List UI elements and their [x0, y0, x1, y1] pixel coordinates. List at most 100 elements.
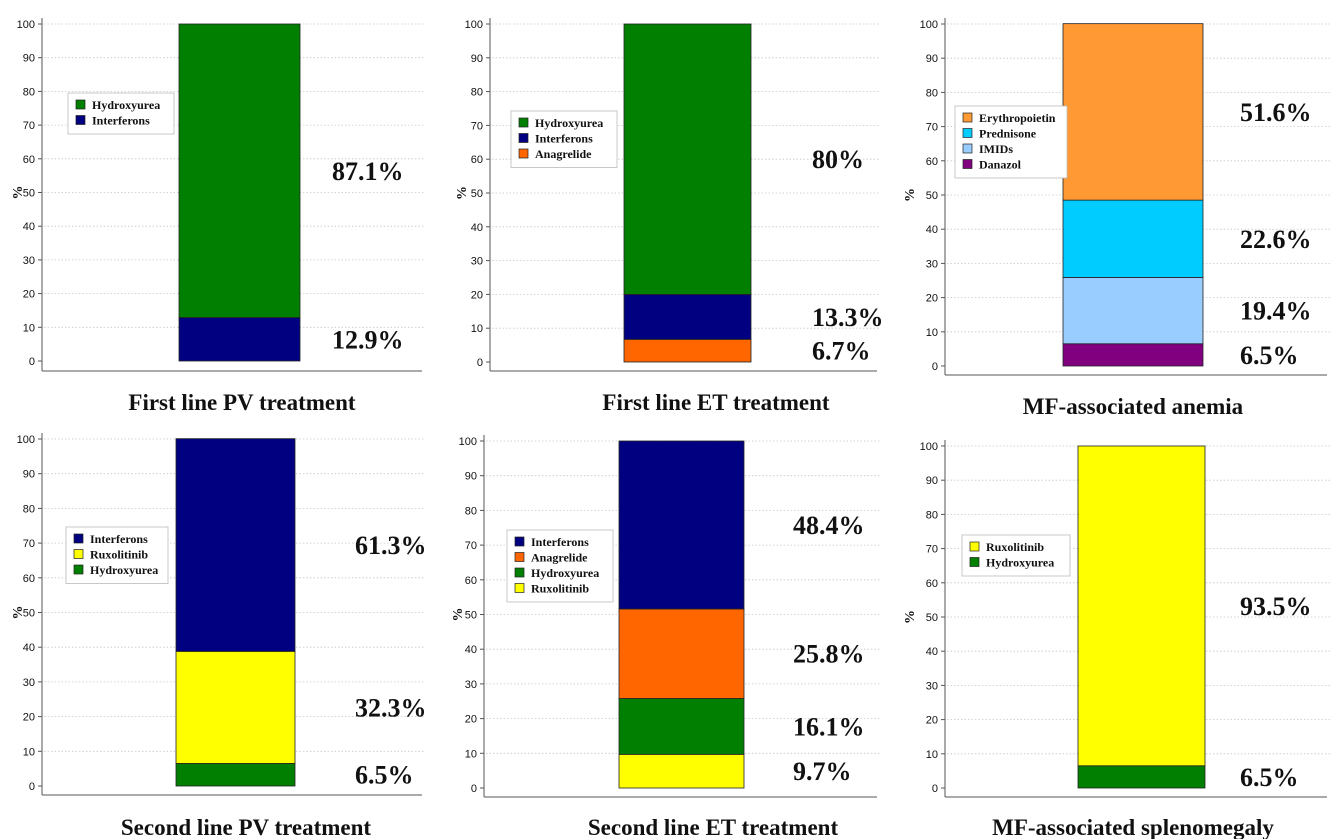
data-label: 16.1% [793, 712, 865, 741]
data-label: 12.9% [332, 325, 404, 354]
data-label: 6.5% [1240, 763, 1299, 792]
legend-label: Interferons [90, 532, 148, 546]
legend-label: Hydroxyurea [986, 556, 1054, 570]
y-tick-label: 70 [23, 538, 35, 550]
y-tick-label: 30 [926, 258, 938, 270]
legend-swatch [962, 128, 973, 138]
y-tick-label: 70 [471, 120, 483, 132]
y-tick-label: 60 [23, 154, 35, 166]
y-tick-label: 100 [920, 19, 938, 31]
y-tick-label: 70 [926, 122, 938, 134]
legend-box [961, 534, 1071, 577]
legend-swatch [514, 536, 525, 547]
y-tick-label: 30 [471, 256, 483, 268]
y-tick-label: 0 [477, 357, 483, 369]
legend-label: Anagrelide [535, 147, 592, 161]
legend-swatch [518, 117, 529, 128]
y-tick-label: 50 [926, 612, 938, 624]
legend-swatch [962, 112, 973, 123]
chart-panel: 0 10 20 30 40 50 60 70 80 90 100% 6.5% 19.4% 22.6% 51.… [903, 18, 1330, 419]
legend-swatch [969, 557, 980, 567]
y-tick-label: 0 [29, 781, 35, 793]
y-tick-label: 70 [465, 540, 477, 552]
y-tick-label: 10 [926, 327, 938, 339]
y-tick-label: 100 [920, 441, 938, 453]
y-tick-label: 70 [23, 120, 35, 132]
y-tick-label: 30 [23, 255, 35, 267]
y-tick-label: 50 [471, 188, 483, 200]
y-tick-label: 80 [465, 505, 477, 517]
y-tick-label: 90 [465, 471, 477, 483]
legend-label: Ruxolitinib [531, 582, 589, 596]
data-label: 87.1% [332, 157, 404, 186]
chart-title: Second line ET treatment [588, 815, 839, 839]
legend-swatch [962, 159, 973, 169]
chart-title: MF-associated splenomegaly [992, 815, 1274, 839]
data-label: 51.6% [1240, 98, 1312, 127]
legend-box [954, 105, 1068, 179]
y-tick-label: 50 [926, 190, 938, 202]
bar-segment [1062, 277, 1204, 345]
y-axis-label: % [903, 188, 918, 202]
y-tick-label: 50 [23, 188, 35, 200]
y-tick-label: 90 [23, 469, 35, 481]
legend-swatch [75, 99, 86, 110]
y-tick-label: 0 [932, 361, 938, 373]
legend-swatch [73, 549, 84, 559]
bar-segment [618, 440, 745, 610]
bar-segment [178, 23, 301, 318]
legend-swatch [969, 541, 980, 552]
data-label: 13.3% [812, 303, 884, 332]
y-tick-label: 10 [926, 749, 938, 761]
y-tick-label: 60 [471, 154, 483, 166]
data-label: 6.5% [1240, 341, 1299, 370]
legend-label: Interferons [535, 132, 593, 146]
y-tick-label: 60 [926, 578, 938, 590]
data-label: 93.5% [1240, 592, 1312, 621]
bar-segment [623, 338, 752, 363]
y-tick-label: 30 [465, 679, 477, 691]
y-tick-label: 100 [17, 19, 35, 31]
y-tick-label: 90 [926, 53, 938, 65]
bar-segment [178, 317, 301, 362]
legend-label: Prednisone [979, 127, 1037, 141]
legend-label: Hydroxyurea [535, 116, 603, 130]
legend-swatch [514, 583, 525, 593]
y-tick-label: 0 [471, 783, 477, 795]
y-tick-label: 20 [23, 289, 35, 301]
bar-segment [618, 753, 745, 789]
chart-panel: 0 10 20 30 40 50 60 70 80 90 100% 6.5% 93.5% Ruxoliti… [903, 440, 1330, 839]
y-tick-label: 20 [926, 293, 938, 305]
legend-swatch [73, 564, 84, 575]
y-tick-label: 40 [926, 224, 938, 236]
y-tick-label: 80 [23, 503, 35, 515]
y-tick-label: 20 [471, 289, 483, 301]
bar-segment [175, 763, 296, 787]
data-label: 19.4% [1240, 297, 1312, 326]
y-tick-label: 40 [926, 646, 938, 658]
bar-segment [618, 608, 745, 699]
legend-label: Ruxolitinib [90, 548, 148, 562]
y-tick-label: 100 [459, 436, 477, 448]
y-tick-label: 60 [926, 156, 938, 168]
y-tick-label: 40 [23, 642, 35, 654]
bar-segment [175, 650, 296, 764]
chart-panel: 0 10 20 30 40 50 60 70 80 90 100% 12.9% 87.1% Hydroxy… [11, 18, 425, 415]
legend-label: Hydroxyurea [90, 563, 158, 577]
legend-swatch [73, 533, 84, 544]
chart-title: MF-associated anemia [1023, 394, 1244, 419]
y-tick-label: 40 [23, 221, 35, 233]
data-label: 32.3% [355, 693, 427, 722]
chart-title: First line PV treatment [128, 390, 356, 415]
y-tick-label: 20 [926, 715, 938, 727]
legend-box [67, 92, 175, 135]
legend-label: Interferons [92, 114, 150, 128]
y-tick-label: 40 [465, 644, 477, 656]
y-axis-label: % [903, 610, 918, 624]
data-label: 22.6% [1240, 225, 1312, 254]
bar-segment [1062, 343, 1204, 367]
y-axis-label: % [11, 606, 26, 620]
chart-title: First line ET treatment [602, 390, 830, 415]
chart-panel: 0 10 20 30 40 50 60 70 80 90 100% 9.7% 16.1% 25.8% 48.… [451, 435, 880, 839]
